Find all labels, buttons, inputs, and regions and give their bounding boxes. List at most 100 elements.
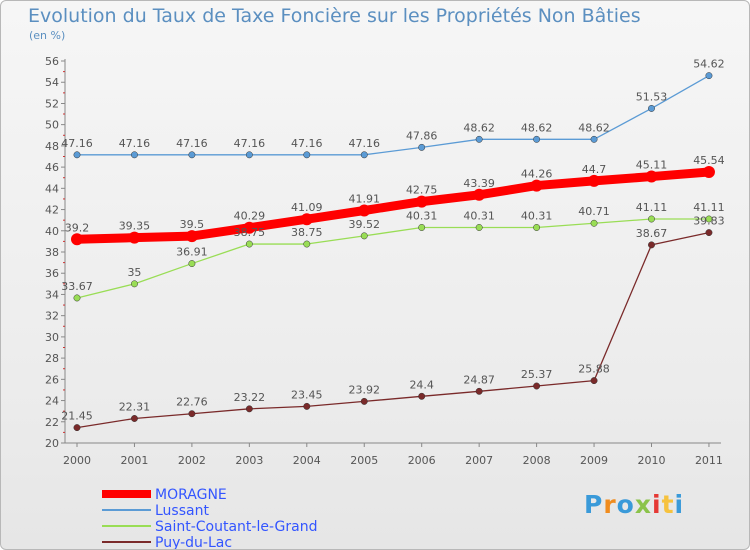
data-label: 48.62 <box>463 121 495 134</box>
data-label: 47.16 <box>119 137 151 150</box>
data-label: 23.22 <box>234 391 266 404</box>
data-label: 41.11 <box>636 201 668 214</box>
data-point <box>590 135 598 143</box>
data-point <box>300 213 313 226</box>
data-label: 47.86 <box>406 129 438 142</box>
y-tick-label: 48 <box>45 140 59 153</box>
y-tick-label: 38 <box>45 246 59 259</box>
data-point <box>588 174 601 187</box>
data-label: 44.26 <box>521 168 553 181</box>
data-point <box>185 230 198 243</box>
y-tick-label: 26 <box>45 373 59 386</box>
data-point <box>418 392 426 400</box>
data-point <box>645 170 658 183</box>
unit-label: (en %) <box>29 29 66 42</box>
logo-letter: i <box>652 490 662 519</box>
data-label: 47.16 <box>234 137 266 150</box>
data-point <box>303 402 311 410</box>
x-tick-label: 2002 <box>178 454 206 467</box>
data-label: 38.75 <box>234 226 266 239</box>
data-point <box>71 233 83 246</box>
data-label: 39.52 <box>349 218 381 231</box>
data-label: 39.5 <box>180 218 205 231</box>
data-point <box>245 405 253 413</box>
data-label: 24.87 <box>463 373 495 386</box>
data-point <box>590 377 598 385</box>
y-tick-label: 56 <box>45 55 59 68</box>
y-tick-label: 30 <box>45 331 59 344</box>
data-point <box>533 382 541 390</box>
data-point <box>705 229 713 237</box>
data-point <box>533 135 541 143</box>
data-label: 40.31 <box>406 209 438 222</box>
legend-label: Saint-Coutant-le-Grand <box>155 519 317 535</box>
legend-label: Puy-du-Lac <box>155 535 232 550</box>
proxiti-logo: Proxiti <box>584 490 684 519</box>
data-label: 39.83 <box>693 215 725 228</box>
data-point <box>303 240 311 248</box>
data-point <box>73 424 81 432</box>
logo-letter: i <box>674 490 685 519</box>
data-point <box>73 294 81 302</box>
data-label: 33.67 <box>61 280 93 293</box>
x-tick-label: 2007 <box>465 454 493 467</box>
data-point <box>360 397 368 405</box>
data-label: 40.71 <box>578 205 610 218</box>
y-tick-label: 34 <box>45 288 59 301</box>
data-label: 36.91 <box>176 246 208 259</box>
data-point <box>648 104 655 112</box>
data-label: 47.16 <box>349 137 381 150</box>
y-tick-label: 24 <box>45 395 59 408</box>
data-label: 40.31 <box>521 209 553 222</box>
data-point <box>131 151 138 159</box>
data-label: 48.62 <box>578 121 610 134</box>
data-label: 40.29 <box>234 210 266 223</box>
series-line-lussant <box>76 74 710 156</box>
data-point <box>243 221 256 234</box>
data-point <box>303 151 311 159</box>
data-point <box>188 410 196 418</box>
data-label: 41.91 <box>349 193 381 206</box>
axes: 20 22 24 26 28 30 32 34 36 38 40 42 44 46 48 50 52 54 56 20… <box>45 55 723 467</box>
data-point <box>590 219 598 227</box>
data-point <box>128 231 141 244</box>
data-point <box>415 195 428 208</box>
data-label: 51.53 <box>636 90 668 103</box>
data-label: 47.16 <box>61 137 93 150</box>
series-line-saint-coutant-le-grand <box>76 218 710 299</box>
data-point <box>188 151 196 159</box>
data-label: 22.76 <box>176 396 208 409</box>
data-point <box>475 224 483 231</box>
data-label: 40.31 <box>463 209 495 222</box>
y-tick-label: 28 <box>45 352 59 365</box>
x-tick-label: 2003 <box>235 454 263 467</box>
x-tick-label: 2005 <box>350 454 378 467</box>
x-tick-label: 2011 <box>695 454 723 467</box>
logo-letter: o <box>616 490 635 519</box>
y-tick-label: 50 <box>45 119 59 132</box>
series-layer <box>71 72 715 432</box>
x-tick-label: 2006 <box>408 454 436 467</box>
data-label: 25.88 <box>578 363 610 376</box>
x-tick-label: 2009 <box>580 454 608 467</box>
data-point <box>188 260 196 268</box>
data-label: 54.62 <box>693 58 725 71</box>
y-tick-label: 32 <box>45 310 59 323</box>
x-tick-label: 2004 <box>293 454 321 467</box>
data-point <box>358 204 371 217</box>
data-label: 45.11 <box>636 159 668 172</box>
data-point <box>131 280 138 288</box>
legend-label: Lussant <box>155 503 209 519</box>
x-tick-label: 2001 <box>120 454 148 467</box>
y-tick-label: 46 <box>45 161 59 174</box>
data-label: 39.2 <box>65 221 90 234</box>
data-point <box>360 232 368 240</box>
data-point <box>131 415 138 422</box>
y-tick-label: 40 <box>45 225 59 238</box>
data-label: 45.54 <box>693 154 725 167</box>
data-label: 25.37 <box>521 368 553 381</box>
data-point <box>245 151 253 159</box>
chart-title: Evolution du Taux de Taxe Foncière sur l… <box>28 5 641 27</box>
